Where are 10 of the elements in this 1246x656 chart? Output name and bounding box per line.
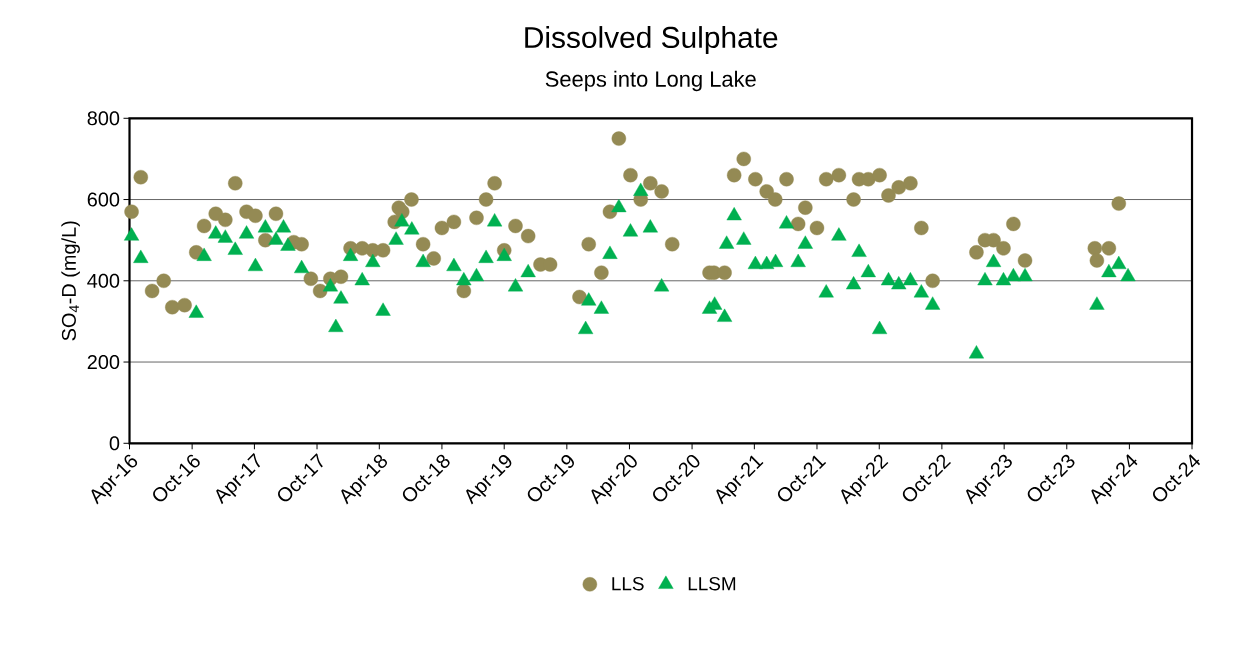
chart-title: Dissolved Sulphate bbox=[525, 26, 778, 54]
legend-label: LLSM bbox=[688, 576, 736, 591]
chart-subtitle: Seeps into Long Lake bbox=[545, 70, 756, 92]
y-tick-label: 200 bbox=[87, 354, 120, 370]
y-tick-label: 600 bbox=[87, 192, 120, 207]
y-tick-label: 800 bbox=[87, 111, 120, 126]
legend-label: LLS bbox=[612, 576, 644, 591]
y-axis-title: SO$_{4}$-D (mg/L) bbox=[61, 221, 80, 341]
y-tick-label: 400 bbox=[87, 273, 120, 288]
y-tick-label: 0 bbox=[109, 436, 120, 451]
